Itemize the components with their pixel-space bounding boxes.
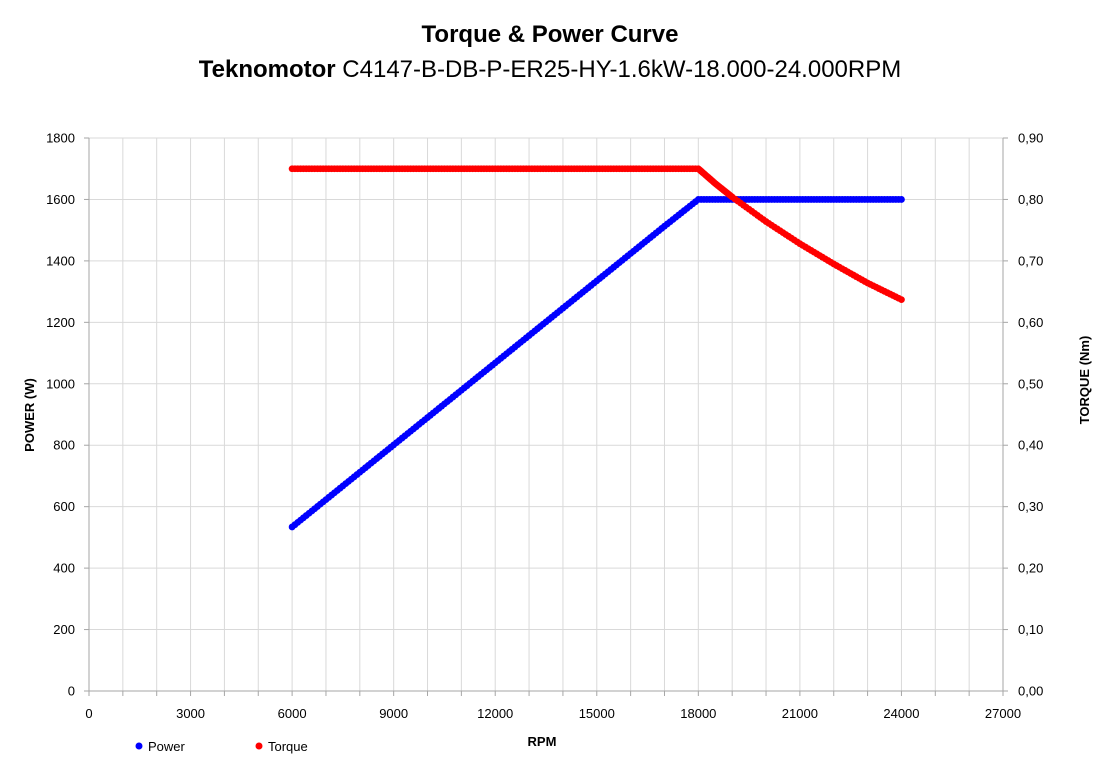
y-right-tick-label: 0,30 — [1018, 499, 1043, 514]
y-left-tick-label: 0 — [68, 684, 75, 699]
x-tick-label: 3000 — [176, 706, 205, 721]
y-right-tick-label: 0,20 — [1018, 561, 1043, 576]
x-tick-label: 9000 — [379, 706, 408, 721]
y-left-tick-label: 600 — [53, 499, 75, 514]
legend-torque-label: Torque — [268, 739, 308, 754]
y-left-tick-label: 800 — [53, 438, 75, 453]
series-marks — [288, 165, 905, 531]
legend-power-label: Power — [148, 739, 186, 754]
chart-title-block: Torque & Power Curve Teknomotor C4147-B-… — [0, 18, 1100, 88]
y-right-tick-label: 0,00 — [1018, 684, 1043, 699]
y-left-tick-label: 1800 — [46, 131, 75, 146]
y-right-tick-label: 0,90 — [1018, 131, 1043, 146]
y-left-tick-label: 1400 — [46, 253, 75, 268]
y-axis-right-label: TORQUE (Nm) — [1077, 336, 1092, 425]
x-tick-label: 0 — [85, 706, 92, 721]
x-axis-label: RPM — [528, 734, 557, 749]
y-right-tick-label: 0,60 — [1018, 315, 1043, 330]
axis-labels: RPM POWER (W) TORQUE (Nm) — [22, 336, 1092, 749]
power-point — [898, 196, 905, 203]
y-left-tick-label: 400 — [53, 561, 75, 576]
chart-title: Torque & Power Curve — [421, 21, 679, 48]
y-right-tick-label: 0,80 — [1018, 192, 1043, 207]
torque-point — [898, 296, 905, 303]
y-left-tick-label: 1200 — [46, 315, 75, 330]
y-right-tick-label: 0,10 — [1018, 622, 1043, 637]
legend-torque-marker — [255, 742, 263, 750]
y-left-tick-label: 1600 — [46, 192, 75, 207]
x-tick-label: 18000 — [680, 706, 716, 721]
grid-lines — [88, 137, 1004, 692]
chart-subtitle: Teknomotor C4147-B-DB-P-ER25-HY-1.6kW-18… — [0, 52, 1100, 88]
x-tick-label: 27000 — [985, 706, 1021, 721]
x-tick-label: 12000 — [477, 706, 513, 721]
y-axis-left-label: POWER (W) — [22, 378, 37, 452]
power-series — [288, 196, 905, 531]
torque-series — [288, 165, 905, 303]
x-tick-label: 15000 — [579, 706, 615, 721]
x-tick-label: 21000 — [782, 706, 818, 721]
y-right-tick-label: 0,50 — [1018, 376, 1043, 391]
x-tick-label: 24000 — [883, 706, 919, 721]
legend-power-marker — [135, 742, 143, 750]
y-left-tick-label: 1000 — [46, 376, 75, 391]
legend: Power Torque — [135, 739, 308, 754]
y-right-tick-label: 0,70 — [1018, 253, 1043, 268]
chart-subtitle-brand: Teknomotor — [198, 56, 336, 83]
x-tick-label: 6000 — [278, 706, 307, 721]
y-left-tick-label: 200 — [53, 622, 75, 637]
axes: 0 0,00 200 0,10 400 0,20 600 0,30 800 0,40 1000 0,5… — [46, 131, 1043, 722]
chart-subtitle-model: C4147-B-DB-P-ER25-HY-1.6kW-18.000-24.000… — [335, 56, 902, 83]
y-right-tick-label: 0,40 — [1018, 438, 1043, 453]
